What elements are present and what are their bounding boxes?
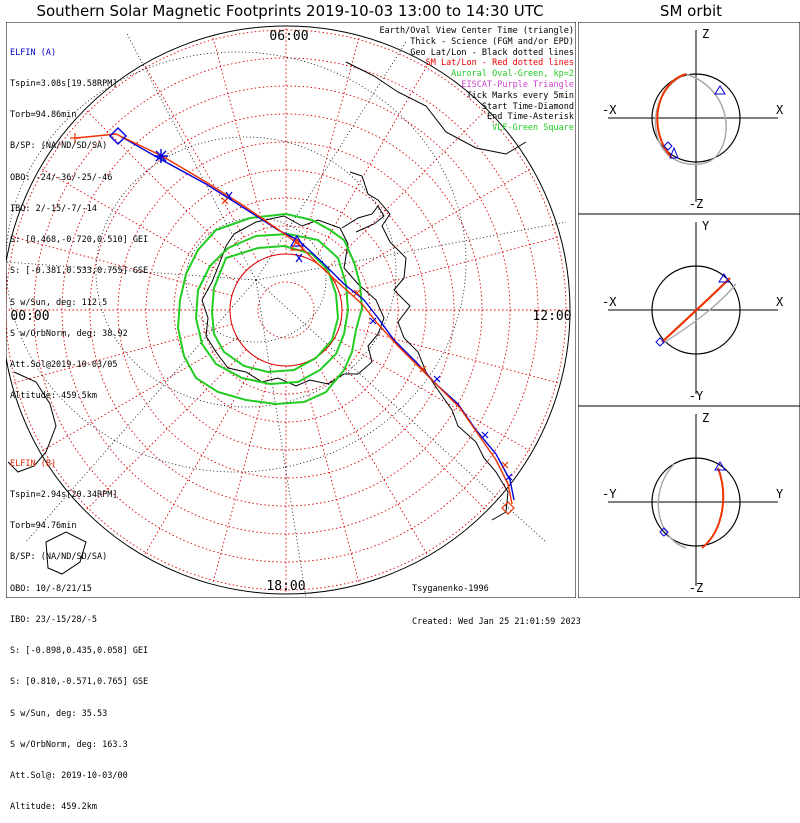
mlt-label-left: 00:00 [10,309,49,324]
elfin-a-line: S w/Sun, deg: 112.5 [10,297,108,308]
elfin-b-line: Att.Sol@: 2019-10-03/00 [10,771,128,781]
orbit-panel-yz: Z -Z -Y Y [602,411,784,595]
elfin-a-line: B/SP: (NA/ND/SD/SA) [10,141,108,152]
geo-grid [6,31,567,598]
legend-item: VLF-Green Square [492,123,574,134]
auroral-oval-inner [194,232,350,386]
elfin-b-line: Altitude: 459.2km [10,802,97,813]
orbit-axis-label: Z [702,27,709,41]
elfin-a-track [119,135,515,501]
legend-item: SM Lat/Lon - Red dotted lines [425,58,574,69]
side-panel-title: SM orbit [659,2,723,20]
elfin-a-label: ELFIN (A) [10,47,57,58]
elfin-b-start-diamond [501,501,515,515]
orbit-axis-label: -Z [689,197,703,211]
map-footer: Tsyganenko-1996 Created: Wed Jan 25 21:0… [412,562,581,639]
elfin-a-line: Altitude: 459.5km [10,391,97,402]
elfin-b-track [75,133,513,505]
legend-item: Earth/Oval View Center Time (triangle) [379,26,574,36]
elfin-a-line: OBO: -24/-36/-25/-46 [10,172,113,183]
elfin-a-line: Tspin=3.08s[19.58RPM] [10,79,118,90]
mlt-label-right: 12:00 [532,309,571,324]
elfin-b-line: Torb=94.76min [10,521,77,532]
model-credit: Tsyganenko-1996 [412,584,489,594]
antarctica-coastline [201,215,385,387]
australia-coastline [7,371,57,473]
elfin-a-line: IBO: 2/-15/-7/-14 [10,203,97,214]
elfin-b-line: Tspin=2.94s[20.34RPM] [10,490,118,501]
elfin-b-line: S w/Sun, deg: 35.53 [10,708,108,719]
elfin-b-line: S w/OrbNorm, deg: 163.3 [10,739,128,750]
orbit-axis-label: -Y [602,487,617,501]
orbit-axis-label: -Y [689,389,704,403]
orbit-axis-label: -X [602,295,617,309]
elfin-b-line: B/SP: (NA/ND/SD/SA) [10,552,108,563]
elfin-a-line: Att.Sol@2019-10-03/05 [10,360,118,370]
globe-outline [6,25,571,595]
orbit-axis-label: X [776,295,784,309]
orbit-axis-label: Y [702,219,710,233]
antarctic-peninsula [341,205,385,233]
map-legend: Earth/Oval View Center Time (triangle) Th… [380,26,574,134]
legend-item: Auroral Oval-Green, kp=2 [451,69,574,80]
elfin-a-start-diamond [109,127,127,145]
elfin-a-info: ELFIN (A) Tspin=3.08s[19.58RPM] Torb=94.… [10,27,148,412]
legend-item: End Time-Asterisk [487,112,574,123]
auroral-oval-poleward [210,244,340,374]
mlt-label-bottom: 18:00 [266,579,305,594]
legend-item: Tick Marks every 5min [466,90,574,101]
elfin-b-line: IBO: 23/-15/28/-5 [10,614,97,625]
elfin-a-line: Torb=94.86min [10,110,77,121]
sm-pole-circle [229,253,343,367]
elfin-b-line: OBO: 10/-8/21/15 [10,583,92,594]
elfin-a-end-asterisk [154,149,168,163]
elfin-b-tick-marks [221,197,509,469]
view-center-triangle-a [289,234,305,247]
created-timestamp: Created: Wed Jan 25 21:01:59 2023 [412,617,581,627]
legend-item: EISCAT-Purple Triangle [461,79,574,90]
elfin-b-line: S: [0.810,-0.571,0.765] GSE [10,677,149,688]
legend-item: Thick - Science (FGM and/or EPD) [410,36,574,47]
orbit-axis-label: Y [776,487,784,501]
africa-coastline [345,61,527,155]
elfin-a-tick-marks [225,191,513,481]
orbit-panel-xy: Y -Y -X X [602,219,784,403]
legend-item: Start Time-Diamond [481,101,574,112]
legend-item: Geo Lat/Lon - Black dotted lines [410,47,574,58]
view-center-triangle-b [289,238,305,251]
elfin-b-end-asterisk [70,133,80,143]
orbit-panel-xz: Z -Z -X X [602,27,784,211]
orbit-axis-label: -X [602,103,617,117]
south-america-coastline [349,171,439,391]
page-title: Southern Solar Magnetic Footprints 2019-… [36,2,544,20]
elfin-b-info: ELFIN (B) Tspin=2.94s[20.34RPM] Torb=94.… [10,438,148,823]
auroral-oval-outer [176,212,364,406]
elfin-a-line: S: [0.468,-0.720,0.510] GEI [10,235,149,246]
orbit-axis-label: X [776,103,784,117]
sm-orbit-panels: Z -Z -X X Y -Y -X X Z -Z -Y Y [578,22,800,598]
polar-footprint-map: 06:00 00:00 12:00 18:00 [6,22,576,598]
mlt-label-top: 06:00 [269,29,308,44]
elfin-b-label: ELFIN (B) [10,458,57,469]
elfin-b-line: S: [-0.898,0.435,0.058] GEI [10,646,149,657]
elfin-a-line: S: [-0.381,0.533,0.755] GSE [10,266,149,277]
orbit-axis-label: Z [702,411,709,425]
south-america-tip [437,389,509,521]
orbit-axis-label: -Z [689,581,703,595]
elfin-a-line: S w/OrbNorm, deg: 38.92 [10,328,128,339]
new-zealand-coastline [45,531,87,575]
